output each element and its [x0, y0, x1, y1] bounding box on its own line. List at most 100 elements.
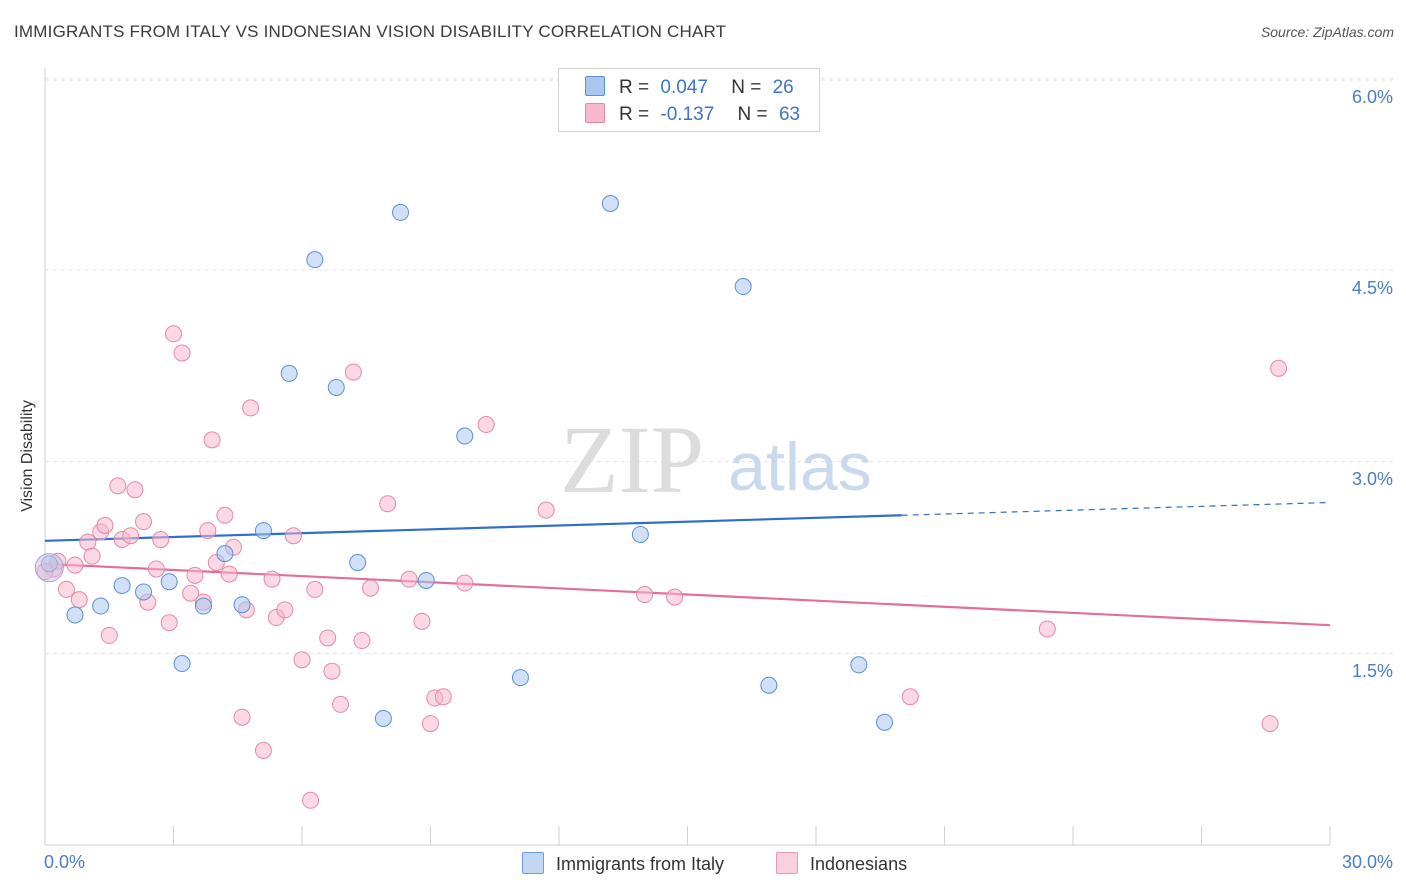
- data-point: [220, 565, 238, 583]
- data-point: [147, 560, 165, 578]
- data-point: [332, 695, 350, 713]
- data-point: [379, 495, 397, 513]
- italy-swatch-icon: [585, 76, 605, 96]
- watermark-zip: ZIP: [560, 406, 704, 513]
- legend-row-italy: R = 0.047 N = 26: [585, 76, 794, 99]
- data-point: [203, 431, 221, 449]
- correlation-legend: R = 0.047 N = 26 R = -0.137 N = 63: [558, 68, 820, 132]
- x-tick-label-min: 0.0%: [44, 852, 86, 872]
- y-axis-label: Vision Disability: [19, 400, 36, 512]
- data-point: [152, 531, 170, 549]
- x-tick-label-max: 30.0%: [1341, 852, 1393, 872]
- gridlines: [45, 77, 1394, 654]
- data-point: [374, 709, 392, 727]
- data-point: [182, 584, 200, 602]
- data-point: [434, 688, 452, 706]
- data-point: [666, 588, 684, 606]
- data-point: [537, 501, 555, 519]
- data-point: [631, 525, 649, 543]
- data-point: [135, 513, 153, 531]
- data-point: [276, 601, 294, 619]
- data-point: [302, 791, 320, 809]
- data-point: [254, 741, 272, 759]
- data-point: [876, 713, 894, 731]
- r-label: R =: [619, 77, 650, 98]
- data-point: [186, 566, 204, 584]
- data-point: [254, 522, 272, 540]
- italy-r-value: 0.047: [660, 77, 708, 98]
- data-point: [57, 580, 75, 598]
- data-point: [216, 506, 234, 524]
- data-point: [293, 651, 311, 669]
- y-tick-label-3: 3.0%: [1351, 469, 1393, 489]
- data-point: [194, 597, 212, 615]
- data-point: [601, 194, 619, 212]
- data-point: [850, 656, 868, 674]
- data-point: [1261, 715, 1279, 733]
- data-point: [349, 554, 367, 572]
- italy-legend-label: Immigrants from Italy: [556, 854, 725, 874]
- data-point: [83, 547, 101, 565]
- data-point: [160, 573, 178, 591]
- chart-title: IMMIGRANTS FROM ITALY VS INDONESIAN VISI…: [14, 22, 727, 41]
- data-point: [456, 427, 474, 445]
- n-label: N =: [731, 77, 762, 98]
- data-point: [760, 676, 778, 694]
- data-point: [113, 577, 131, 595]
- data-point: [233, 708, 251, 726]
- data-point: [400, 570, 418, 588]
- r-label: R =: [619, 104, 650, 125]
- data-point: [280, 364, 298, 382]
- data-point: [100, 626, 118, 644]
- data-point: [734, 278, 752, 296]
- data-point: [477, 416, 495, 434]
- legend-item-indonesians[interactable]: Indonesians: [776, 852, 907, 875]
- data-point: [66, 556, 84, 574]
- indonesians-n-value: 63: [778, 104, 801, 125]
- data-points: [34, 194, 1288, 809]
- data-point: [122, 527, 140, 545]
- watermark-atlas: atlas: [728, 429, 872, 505]
- data-point: [1038, 620, 1056, 638]
- indonesians-swatch-icon: [585, 103, 605, 123]
- data-point: [160, 614, 178, 632]
- legend-row-indonesians: R = -0.137 N = 63: [585, 103, 800, 126]
- data-point: [284, 527, 302, 545]
- data-point: [306, 580, 324, 598]
- data-point: [199, 522, 217, 540]
- data-point: [173, 344, 191, 362]
- legend-item-italy[interactable]: Immigrants from Italy: [522, 852, 724, 875]
- data-point: [456, 574, 474, 592]
- y-tick-label-4-5: 4.5%: [1351, 278, 1393, 298]
- data-point: [70, 591, 88, 609]
- data-point: [92, 597, 110, 615]
- data-point: [636, 586, 654, 604]
- data-point: [233, 596, 251, 614]
- n-label: N =: [737, 104, 768, 125]
- data-point: [306, 251, 324, 269]
- data-point: [173, 655, 191, 673]
- italy-legend-swatch-icon: [522, 852, 544, 874]
- data-point: [109, 477, 127, 495]
- trend-lines: [44, 501, 1331, 627]
- data-point: [422, 715, 439, 733]
- data-point: [34, 553, 64, 583]
- data-point: [263, 570, 281, 588]
- data-point: [66, 606, 84, 624]
- data-point: [126, 481, 144, 499]
- data-point: [511, 669, 529, 687]
- data-point: [353, 632, 371, 650]
- y-tick-label-1-5: 1.5%: [1351, 661, 1393, 681]
- axes: [44, 68, 1331, 846]
- data-point: [392, 203, 410, 221]
- trend-line: [44, 562, 1331, 627]
- data-point: [1270, 359, 1288, 377]
- source-label: Source: ZipAtlas.com: [1260, 24, 1394, 40]
- data-point: [362, 579, 380, 597]
- y-tick-label-6: 6.0%: [1351, 87, 1393, 107]
- data-point: [242, 399, 260, 417]
- data-point: [165, 325, 182, 343]
- watermark: ZIP atlas: [560, 406, 872, 513]
- data-point: [135, 583, 153, 601]
